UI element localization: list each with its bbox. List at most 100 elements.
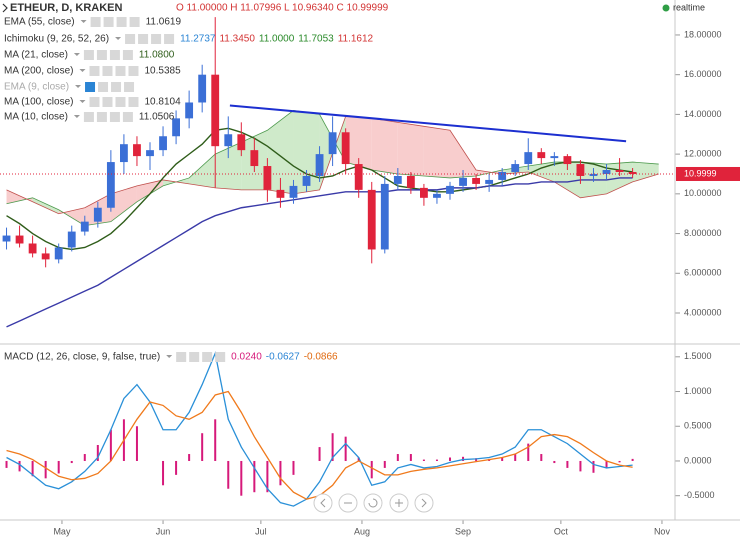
- indicator-button[interactable]: [102, 66, 113, 76]
- candle-body: [15, 235, 24, 244]
- y-tick-label: 18.00000: [684, 29, 722, 39]
- indicator-menu[interactable]: [75, 85, 82, 88]
- zoom-controls: [313, 493, 434, 513]
- indicator-button[interactable]: [215, 352, 226, 362]
- indicator-menu[interactable]: [79, 69, 86, 72]
- candle-body: [263, 166, 272, 190]
- indicator-button[interactable]: [151, 34, 162, 44]
- histogram-bar: [331, 433, 334, 461]
- histogram-bar: [227, 460, 230, 489]
- indicator-button[interactable]: [85, 82, 96, 92]
- indicator-button[interactable]: [128, 66, 139, 76]
- macd-pane: 1.5000 1.0000 0.5000 0.0000 -0.5000: [5, 351, 715, 507]
- candle-body: [367, 189, 376, 250]
- zoom-in-button[interactable]: [389, 493, 409, 513]
- histogram-bar: [292, 460, 295, 475]
- indicator-button[interactable]: [109, 50, 120, 60]
- indicator-button[interactable]: [128, 97, 139, 107]
- indicator-button[interactable]: [189, 352, 200, 362]
- macd-readout: -0.0866: [304, 352, 338, 363]
- indicator-button[interactable]: [83, 50, 94, 60]
- histogram-bar: [409, 454, 412, 461]
- candle-body: [133, 144, 141, 157]
- histogram-bar: [540, 454, 543, 461]
- indicator-menu[interactable]: [166, 355, 173, 358]
- histogram-bar: [318, 447, 321, 461]
- histogram-bar: [18, 460, 21, 472]
- indicator-readout: 11.1612: [338, 34, 374, 45]
- indicator-button[interactable]: [125, 34, 136, 44]
- indicator-readout: 11.0000: [259, 34, 295, 45]
- candle-body: [354, 164, 363, 190]
- indicator-button[interactable]: [83, 112, 94, 122]
- x-tick-label: Jul: [255, 526, 267, 536]
- scroll-left-button[interactable]: [313, 493, 333, 513]
- indicator-button[interactable]: [176, 352, 187, 362]
- indicator-button[interactable]: [90, 17, 101, 27]
- histogram-bar: [253, 460, 256, 493]
- indicator-menu[interactable]: [80, 20, 87, 23]
- candle-body: [380, 183, 389, 250]
- indicator-readout: 11.2737: [180, 34, 216, 45]
- indicator-menu[interactable]: [73, 115, 80, 118]
- y-tick-label: 4.000000: [684, 307, 722, 317]
- zoom-out-button[interactable]: [338, 493, 358, 513]
- scroll-right-button[interactable]: [414, 493, 434, 513]
- indicator-button[interactable]: [109, 112, 120, 122]
- candle-body: [550, 156, 559, 159]
- candle-body: [446, 185, 454, 194]
- indicator-name: EMA (55, close): [4, 17, 75, 28]
- y-tick-label: 8.000000: [684, 228, 722, 238]
- indicator-menu[interactable]: [115, 37, 122, 40]
- cloud-segment: [110, 185, 137, 222]
- indicator-button[interactable]: [102, 97, 113, 107]
- indicator-button[interactable]: [164, 34, 175, 44]
- status: realtime: [673, 2, 705, 12]
- indicator-button[interactable]: [96, 112, 107, 122]
- indicator-readout: 10.8104: [144, 97, 181, 108]
- candle-body: [224, 134, 233, 147]
- indicator-button[interactable]: [129, 17, 140, 27]
- histogram-bar: [605, 460, 608, 468]
- cloud-segment: [397, 122, 424, 176]
- indicator-readout: 11.7053: [298, 34, 334, 45]
- y-tick-label: 16.00000: [684, 69, 722, 79]
- indicator-menu[interactable]: [79, 100, 86, 103]
- candle-body: [289, 185, 298, 198]
- status-dot: [662, 4, 670, 12]
- indicator-button[interactable]: [202, 352, 213, 362]
- indicator-menu[interactable]: [73, 53, 80, 56]
- y-tick-label: 12.00000: [684, 148, 722, 158]
- indicator-button[interactable]: [115, 66, 126, 76]
- cloud-segment: [423, 126, 450, 178]
- candle-body: [511, 164, 520, 172]
- indicator-button[interactable]: [122, 50, 133, 60]
- indicator-readout: 11.3450: [219, 34, 255, 45]
- symbol[interactable]: ETHEUR, D, KRAKEN: [10, 2, 123, 14]
- indicator-button[interactable]: [115, 97, 126, 107]
- indicator-button[interactable]: [111, 82, 122, 92]
- indicator-button[interactable]: [138, 34, 149, 44]
- indicator-button[interactable]: [122, 112, 133, 122]
- reset-button[interactable]: [363, 493, 383, 513]
- indicator-button[interactable]: [96, 50, 107, 60]
- trendline: [229, 104, 627, 143]
- indicator-button[interactable]: [124, 82, 135, 92]
- histogram-bar: [201, 433, 204, 461]
- y-tick-label: 10.00000: [684, 188, 722, 198]
- symbol-chevron[interactable]: [2, 3, 8, 13]
- y-tick-label: 6.000000: [684, 268, 722, 278]
- candle-body: [602, 170, 611, 174]
- indicator-button[interactable]: [116, 17, 127, 27]
- x-tick-label: May: [53, 526, 71, 536]
- indicator-button[interactable]: [89, 66, 100, 76]
- indicator-button[interactable]: [103, 17, 114, 27]
- candle-body: [146, 150, 154, 157]
- indicator-button[interactable]: [98, 82, 109, 92]
- histogram-bar: [435, 459, 438, 461]
- indicator-button[interactable]: [89, 97, 100, 107]
- candle-body: [406, 175, 415, 188]
- indicator-readout: 11.0619: [146, 17, 182, 28]
- x-tick-label: Nov: [654, 526, 671, 536]
